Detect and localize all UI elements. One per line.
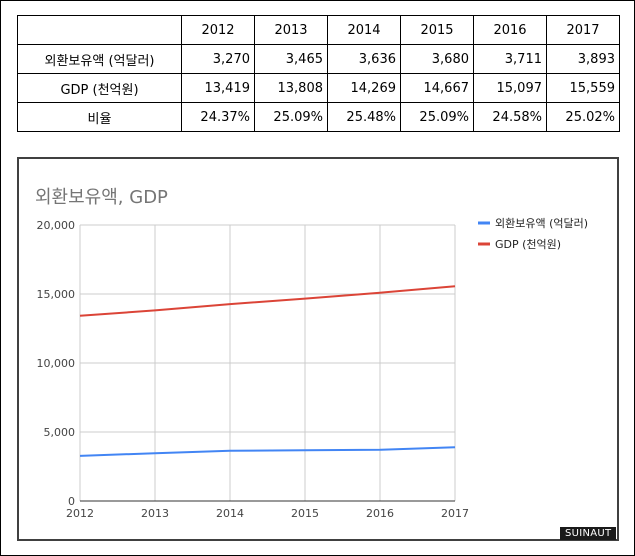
table-cell: 3,465 [254, 44, 328, 74]
table-cell: 3,270 [181, 44, 255, 74]
data-table: 2012 2013 2014 2015 2016 2017 외환보유액 (억달러… [17, 15, 620, 132]
row-label: 외환보유액 (억달러) [17, 44, 182, 74]
watermark-label: SUINAUT [560, 527, 617, 540]
table-corner-cell [17, 15, 182, 45]
table-row: 외환보유액 (억달러) 3,270 3,465 3,636 3,680 3,71… [17, 44, 620, 74]
series-layer [79, 285, 456, 457]
series-line [79, 446, 456, 457]
x-tick-label: 2017 [441, 507, 469, 520]
year-header: 2015 [400, 15, 474, 45]
x-tick-label: 2014 [216, 507, 244, 520]
table-row: 비율 24.37% 25.09% 25.48% 25.09% 24.58% 25… [17, 102, 620, 132]
table-cell: 13,808 [254, 73, 328, 103]
table-cell: 3,711 [473, 44, 547, 74]
chart-canvas: 외환보유액, GDP 0 5,000 10,000 15,000 20,000 2012 2… [35, 187, 588, 520]
table-cell: 15,097 [473, 73, 547, 103]
legend-label: GDP (천억원) [495, 237, 561, 251]
year-header: 2012 [181, 15, 255, 45]
legend-label: 외환보유액 (억달러) [495, 217, 588, 230]
table-cell: 3,680 [400, 44, 474, 74]
y-tick-label: 5,000 [44, 426, 76, 439]
series-line [79, 285, 456, 317]
line-chart: 외환보유액, GDP 0 5,000 10,000 15,000 20,000 2012 2… [17, 157, 619, 541]
table-cell: 24.37% [181, 102, 255, 132]
x-tick-label: 2013 [141, 507, 169, 520]
legend: 외환보유액 (억달러) GDP (천억원) [478, 217, 588, 251]
row-label: 비율 [17, 102, 182, 132]
chart-title: 외환보유액, GDP [35, 187, 168, 208]
x-tick-label: 2012 [66, 507, 94, 520]
grid-layer [79, 224, 456, 501]
y-tick-label: 0 [68, 495, 75, 508]
table-cell: 25.02% [546, 102, 620, 132]
y-tick-label: 10,000 [37, 357, 76, 370]
year-header: 2017 [546, 15, 620, 45]
table-cell: 15,559 [546, 73, 620, 103]
table-cell: 25.09% [254, 102, 328, 132]
table-cell: 13,419 [181, 73, 255, 103]
row-label: GDP (천억원) [17, 73, 182, 103]
table-cell: 14,269 [327, 73, 401, 103]
x-tick-label: 2016 [366, 507, 394, 520]
year-header: 2016 [473, 15, 547, 45]
table-cell: 25.09% [400, 102, 474, 132]
y-tick-label: 15,000 [37, 288, 76, 301]
year-header: 2014 [327, 15, 401, 45]
table-cell: 3,636 [327, 44, 401, 74]
table-cell: 3,893 [546, 44, 620, 74]
year-header: 2013 [254, 15, 328, 45]
y-tick-label: 20,000 [37, 219, 76, 232]
table-row: GDP (천억원) 13,419 13,808 14,269 14,667 15… [17, 73, 620, 103]
table-cell: 25.48% [327, 102, 401, 132]
axis-layer: 0 5,000 10,000 15,000 20,000 2012 2013 2014 2015… [37, 219, 470, 520]
table-cell: 24.58% [473, 102, 547, 132]
x-tick-label: 2015 [291, 507, 319, 520]
table-header-row: 2012 2013 2014 2015 2016 2017 [17, 15, 620, 45]
table-cell: 14,667 [400, 73, 474, 103]
